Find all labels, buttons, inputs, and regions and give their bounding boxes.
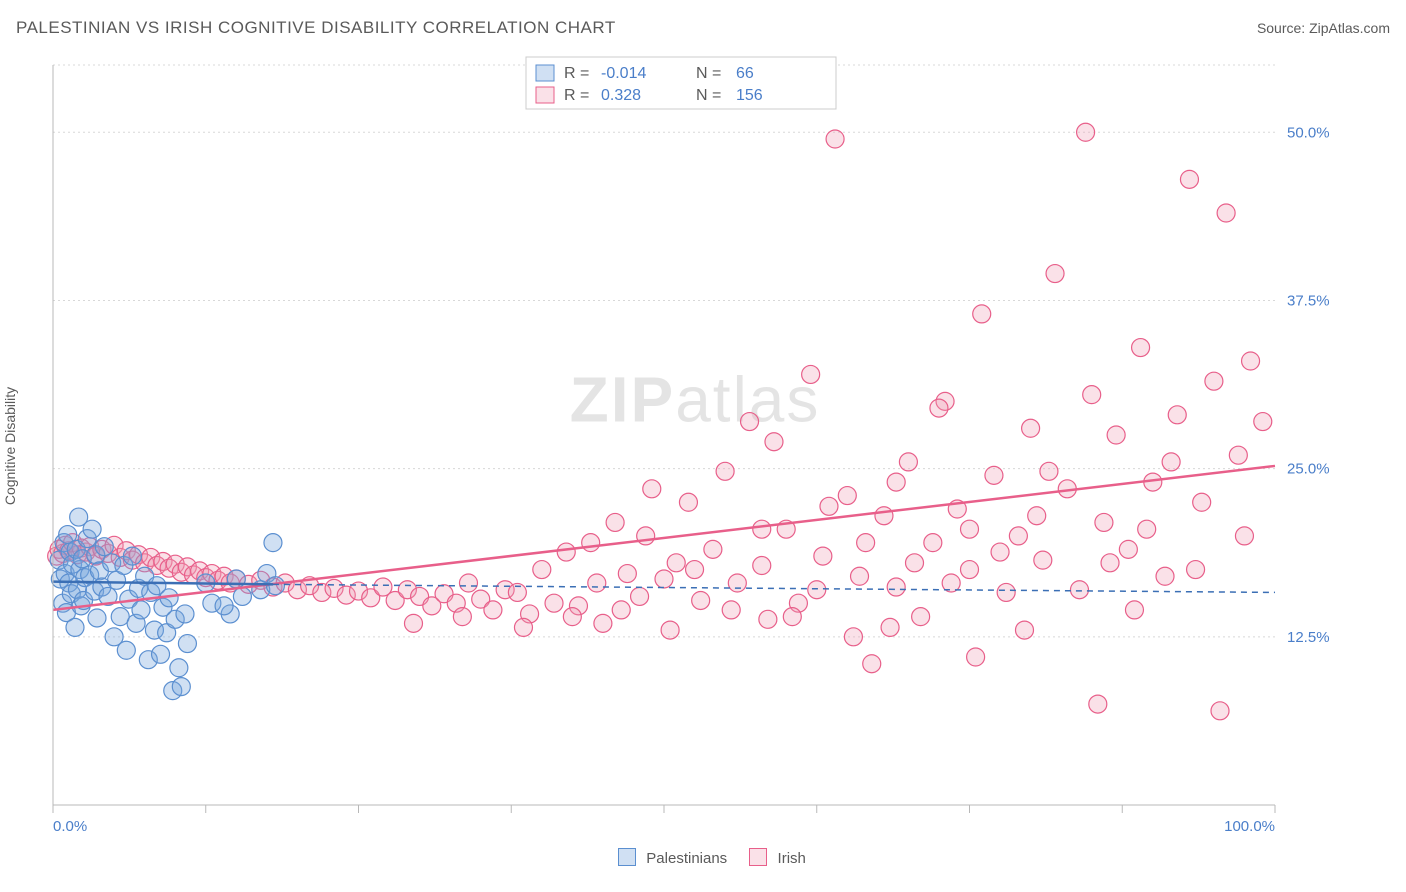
chart-source: Source: ZipAtlas.com (1257, 20, 1390, 36)
svg-text:0.328: 0.328 (601, 87, 641, 104)
y-axis-label: Cognitive Disability (2, 387, 18, 505)
svg-text:50.0%: 50.0% (1287, 124, 1330, 141)
chart-title: PALESTINIAN VS IRISH COGNITIVE DISABILIT… (16, 18, 616, 38)
svg-text:0.0%: 0.0% (53, 818, 87, 835)
scatter-chart: 12.5% 25.0% 37.5% 50.0% ZIPatlas 0.0% 100.0% R … (45, 55, 1345, 835)
legend-label-palestinians: Palestinians (646, 850, 727, 867)
svg-text:-0.014: -0.014 (601, 65, 646, 82)
legend-label-irish: Irish (778, 850, 806, 867)
svg-text:R =: R = (564, 65, 589, 82)
svg-text:N =: N = (696, 65, 721, 82)
svg-text:100.0%: 100.0% (1224, 818, 1275, 835)
svg-text:156: 156 (736, 87, 763, 104)
svg-text:66: 66 (736, 65, 754, 82)
legend-swatch-irish (749, 848, 767, 866)
chart-header: PALESTINIAN VS IRISH COGNITIVE DISABILIT… (16, 18, 1390, 38)
svg-text:25.0%: 25.0% (1287, 461, 1330, 478)
svg-text:ZIPatlas: ZIPatlas (570, 364, 821, 436)
svg-text:12.5%: 12.5% (1287, 629, 1330, 646)
svg-text:N =: N = (696, 87, 721, 104)
legend-swatch-palestinians (618, 848, 636, 866)
svg-text:37.5%: 37.5% (1287, 292, 1330, 309)
bottom-legend: Palestinians Irish (0, 848, 1406, 867)
chart-container: 12.5% 25.0% 37.5% 50.0% ZIPatlas 0.0% 100.0% R … (45, 55, 1345, 835)
svg-text:R =: R = (564, 87, 589, 104)
